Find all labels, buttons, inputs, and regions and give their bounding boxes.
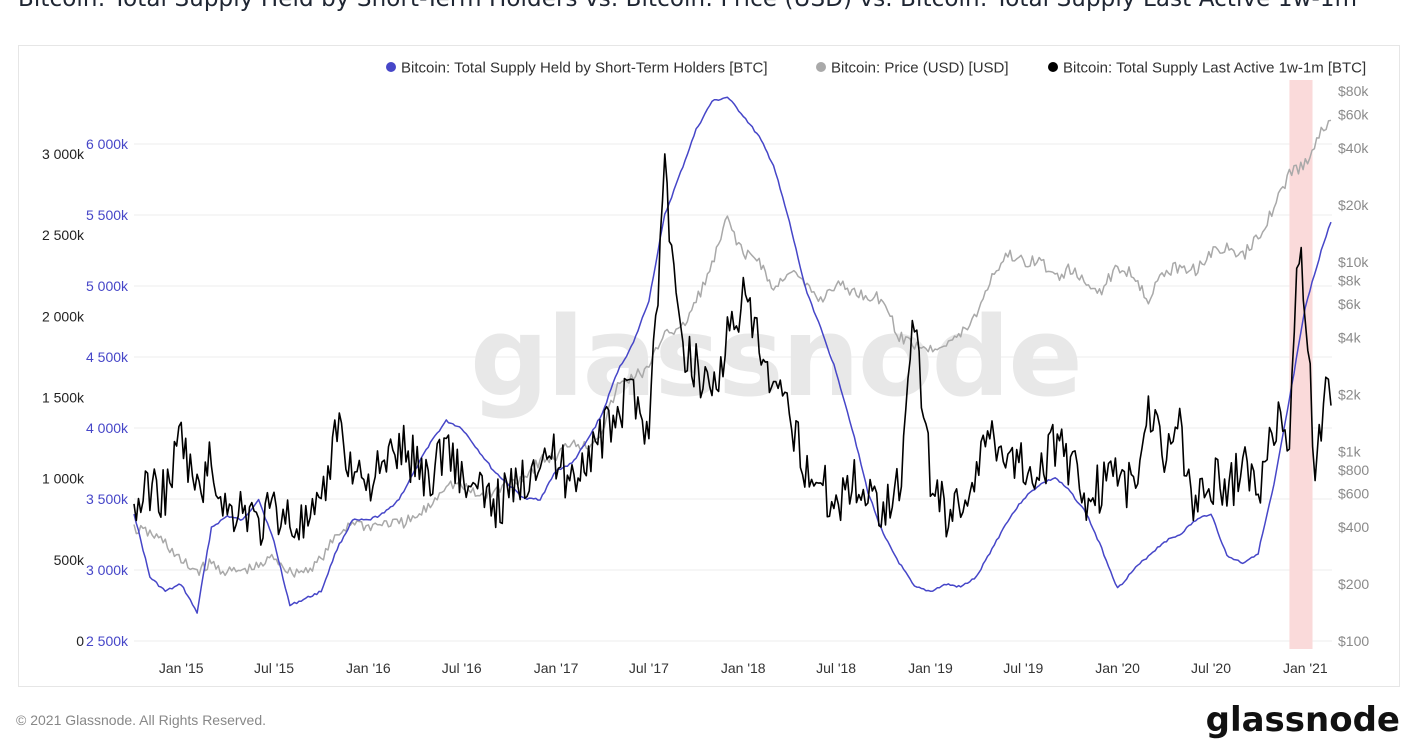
blue-axis-tick: 3 000k (86, 562, 129, 578)
blue-axis-tick: 5 500k (86, 207, 129, 223)
x-axis-tick: Jul '18 (816, 660, 856, 676)
glassnode-logo: glassnode (1205, 700, 1400, 740)
chart-panel (18, 45, 1400, 687)
blue-axis-tick: 5 000k (86, 278, 129, 294)
right-axis-tick: $4k (1338, 329, 1362, 345)
right-axis-tick: $400 (1338, 519, 1369, 535)
right-axis-tick: $6k (1338, 296, 1362, 312)
legend-marker (386, 62, 396, 72)
right-axis-tick: $200 (1338, 576, 1369, 592)
right-axis-tick: $8k (1338, 272, 1362, 288)
legend-marker (816, 62, 826, 72)
legend-item[interactable]: Bitcoin: Total Supply Held by Short-Term… (401, 60, 768, 77)
legend-item[interactable]: Bitcoin: Price (USD) [USD] (831, 60, 1009, 77)
right-axis-tick: $1k (1338, 444, 1362, 460)
x-axis-tick: Jul '17 (629, 660, 669, 676)
x-axis-tick: Jan '19 (908, 660, 953, 676)
x-axis-tick: Jan '20 (1095, 660, 1140, 676)
left-axis-tick: 0 (76, 633, 84, 649)
legend-item[interactable]: Bitcoin: Total Supply Last Active 1w-1m … (1063, 60, 1366, 77)
x-axis-tick: Jan '17 (534, 660, 579, 676)
right-axis-tick: $2k (1338, 387, 1362, 403)
right-axis-tick: $100 (1338, 633, 1369, 649)
highlight-band (1289, 80, 1313, 649)
left-axis-tick: 3 000k (42, 146, 85, 162)
right-axis-tick: $800 (1338, 462, 1369, 478)
series-line (133, 153, 1332, 546)
axes: 0 500k 1 000k 1 500k 2 000k 2 500k 3 000k 2 500… (42, 83, 1369, 676)
x-axis-tick: Jan '21 (1283, 660, 1328, 676)
watermark-text: glassnode (470, 293, 1081, 421)
x-axis-tick: Jul '20 (1191, 660, 1231, 676)
x-axis-tick: Jan '16 (346, 660, 391, 676)
right-axis-tick: $80k (1338, 83, 1369, 99)
right-axis-tick: $600 (1338, 486, 1369, 502)
series-lines (133, 96, 1332, 614)
chart-svg: glassnode 0 500k 1 000k 1 500k 2 000k 2 500k 3… (42, 60, 1369, 677)
copyright-footer: © 2021 Glassnode. All Rights Reserved. (16, 712, 267, 728)
x-axis-tick: Jul '16 (442, 660, 482, 676)
right-axis-tick: $60k (1338, 107, 1369, 123)
left-axis-tick: 2 000k (42, 308, 85, 324)
left-axis-tick: 1 000k (42, 471, 85, 487)
x-axis-tick: Jul '15 (254, 660, 294, 676)
left-axis-tick: 500k (54, 552, 85, 568)
legend[interactable]: Bitcoin: Total Supply Held by Short-Term… (386, 60, 1366, 77)
blue-axis-tick: 4 500k (86, 349, 129, 365)
blue-axis-tick: 2 500k (86, 633, 129, 649)
right-axis-tick: $20k (1338, 197, 1369, 213)
blue-axis-tick: 6 000k (86, 136, 129, 152)
x-axis-tick: Jan '15 (159, 660, 204, 676)
left-axis-tick: 1 500k (42, 390, 85, 406)
series-line (133, 119, 1332, 578)
chart-title: Bitcoin: Total Supply Held by Short-Term… (18, 0, 1357, 12)
legend-marker (1048, 62, 1058, 72)
right-axis-tick: $40k (1338, 140, 1369, 156)
series-line (133, 96, 1332, 614)
left-axis-tick: 2 500k (42, 227, 85, 243)
blue-axis-tick: 3 500k (86, 491, 129, 507)
x-axis-tick: Jul '19 (1003, 660, 1043, 676)
right-axis-tick: $10k (1338, 254, 1369, 270)
x-axis-tick: Jan '18 (721, 660, 766, 676)
blue-axis-tick: 4 000k (86, 420, 129, 436)
